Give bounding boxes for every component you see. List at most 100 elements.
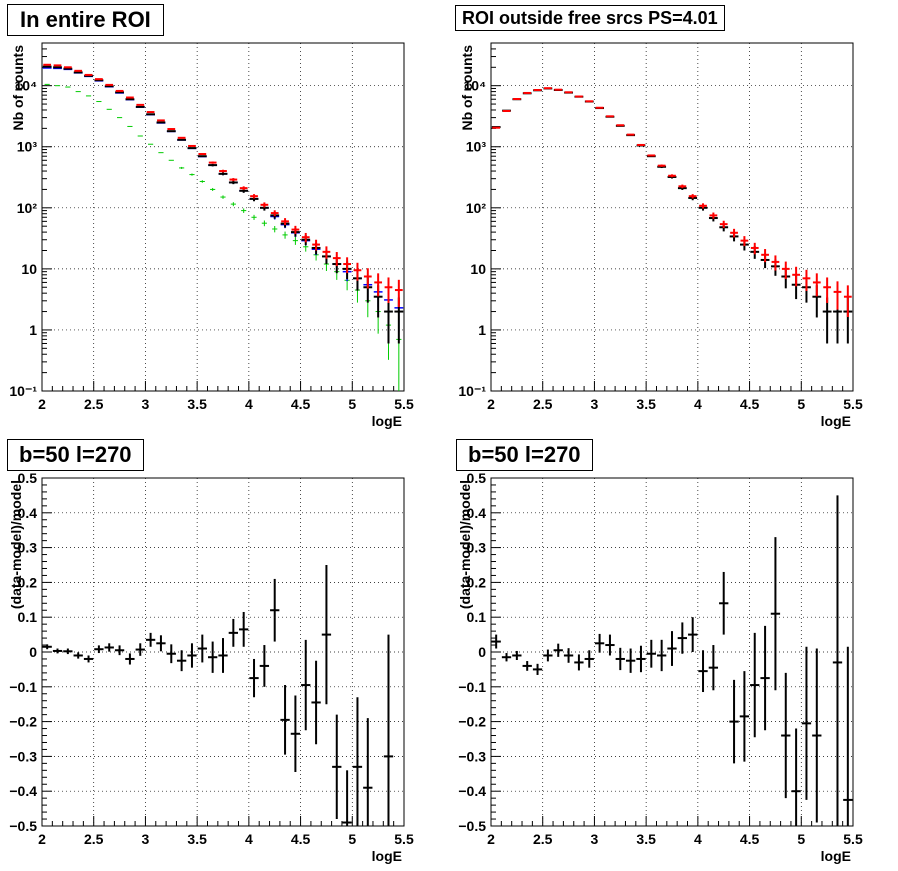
x-tick-label: 2 [38, 831, 46, 847]
x-tick-label: 5 [797, 831, 805, 847]
series-data [42, 65, 404, 344]
data-point-residual [363, 718, 373, 826]
data-point-model [771, 255, 780, 271]
data-point-residual [563, 648, 574, 663]
data-point-residual [135, 643, 145, 656]
y-tick-label: 0.4 [467, 505, 487, 521]
x-axis: 2 2.5 3 3.5 4 4.5 5 5.5 [487, 816, 863, 847]
data-point-green [210, 187, 216, 191]
y-tick-label: 0.2 [18, 574, 38, 590]
y-tick-label: 0.1 [467, 609, 487, 625]
y-tick-label: 10⁴ [464, 78, 487, 94]
y-tick-label: −0.3 [9, 748, 37, 764]
data-point-model [668, 174, 676, 178]
data-point-green [230, 202, 236, 207]
y-tick-label: 0.3 [18, 540, 38, 556]
data-point-residual [677, 622, 687, 654]
x-tick-label: 5 [348, 396, 356, 412]
y-axis-label: (data-model)/model [8, 480, 24, 609]
y-tick-label: −0.1 [458, 679, 486, 695]
data-point-model [740, 236, 749, 247]
x-tick-label: 3 [142, 396, 150, 412]
series-model [492, 87, 852, 317]
y-tick-label: −0.4 [9, 783, 37, 799]
x-tick-label: 3.5 [187, 396, 207, 412]
y-tick-label: 10² [466, 200, 487, 216]
data-point-model [384, 277, 393, 303]
data-point-green [292, 236, 298, 245]
x-tick-label: 2.5 [84, 396, 104, 412]
x-tick-label: 2 [38, 396, 46, 412]
x-axis: 2 2.5 3 3.5 4 4.5 5 5.5 [38, 381, 414, 412]
data-point-residual [801, 646, 812, 800]
data-point-model [239, 186, 248, 191]
series-green [44, 83, 402, 391]
data-point-model [270, 210, 279, 217]
data-point-residual [739, 671, 750, 762]
data-point-model [719, 220, 728, 229]
x-axis-label: logE [372, 413, 402, 429]
data-point-residual [166, 644, 176, 664]
data-point-model [343, 257, 351, 274]
data-point-residual [259, 645, 270, 687]
data-point-residual [522, 661, 532, 671]
x-tick-label: 5.5 [394, 396, 414, 412]
data-point-data [822, 297, 832, 344]
plot-frame [490, 42, 854, 392]
data-point-residual [208, 641, 218, 673]
x-tick-label: 4.5 [291, 396, 311, 412]
chart-panel-residual-outside: 2 2.5 3 3.5 4 4.5 5 5.5 logE −0.5 −0.4 −0.3 −0.2 −0.1… [449, 435, 898, 871]
data-point-residual [187, 643, 197, 668]
series-data [491, 87, 853, 344]
y-tick-label: 10⁴ [15, 78, 38, 94]
data-point-model [709, 212, 718, 219]
y-tick-label: −0.4 [458, 783, 486, 799]
y-tick-label: 0.3 [467, 540, 487, 556]
data-point-model [260, 202, 269, 208]
x-tick-label: 3 [591, 396, 599, 412]
data-point-model [688, 194, 697, 199]
data-point-model [750, 242, 759, 255]
data-point-residual [843, 646, 853, 826]
data-point-model [208, 161, 217, 164]
y-tick-label: 10² [17, 200, 38, 216]
x-tick-label: 3.5 [636, 396, 656, 412]
data-point-green [199, 180, 205, 183]
data-point-residual [290, 695, 301, 773]
chart-panel-counts-roi: 2 2.5 3 3.5 4 4.5 5 5.5 logE 10⁻¹ 1 10 10² 10³ 10⁴ Nb o… [0, 0, 449, 435]
data-point-green [220, 195, 226, 199]
x-tick-label: 5.5 [843, 831, 863, 847]
y-tick-label: 1 [478, 322, 486, 338]
data-point-residual [383, 634, 394, 826]
data-point-residual [332, 714, 342, 820]
x-tick-label: 5 [797, 396, 805, 412]
data-point-residual [156, 635, 166, 652]
data-point-residual [667, 631, 677, 666]
data-point-residual [301, 639, 311, 731]
data-point-residual [832, 495, 843, 826]
data-point-model [353, 262, 362, 281]
data-point-residual [197, 634, 207, 663]
x-axis-label: logE [821, 848, 851, 864]
data-point-model [833, 281, 842, 310]
x-tick-label: 4.5 [740, 396, 760, 412]
data-point-residual [280, 685, 290, 755]
chart-title: In entire ROI [7, 4, 164, 36]
data-point-residual [125, 653, 135, 665]
data-point-residual [791, 728, 801, 826]
data-point-residual [311, 660, 321, 745]
x-axis: 2 2.5 3 3.5 4 4.5 5 5.5 [487, 381, 863, 412]
data-point-residual [239, 611, 249, 647]
data-point-residual [719, 571, 729, 635]
data-point-residual [145, 632, 156, 647]
y-axis: −0.5 −0.4 −0.3 −0.2 −0.1 0 0.1 0.2 0.3 0.4 0.5 [9, 470, 52, 834]
data-point-residual [605, 634, 615, 656]
data-point-residual [218, 638, 228, 673]
data-point-residual [584, 650, 594, 668]
data-point-model [394, 279, 403, 307]
data-point-residual [543, 649, 553, 662]
y-axis-label: Nb of counts [10, 45, 26, 131]
chart-title: ROI outside free srcs PS=4.01 [455, 5, 725, 31]
y-tick-label: 10³ [466, 139, 487, 155]
